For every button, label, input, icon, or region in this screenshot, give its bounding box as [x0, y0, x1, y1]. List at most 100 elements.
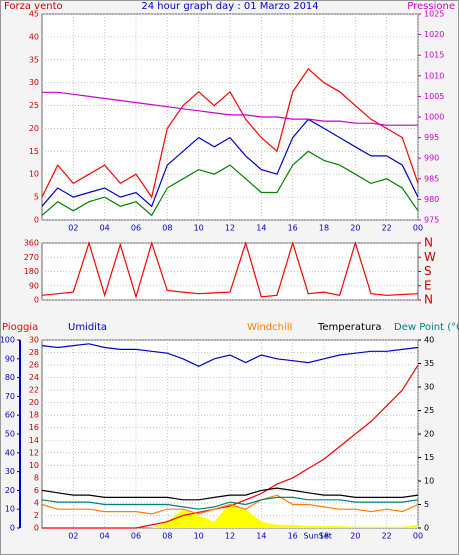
- y-tick-label: 10: [29, 461, 39, 470]
- y-tick-label: 8: [34, 473, 39, 482]
- legend-entry: Windchill: [247, 322, 292, 333]
- y2-tick-label: 985: [424, 174, 439, 183]
- x-tick-label: 14: [256, 532, 266, 541]
- series-line: [41, 118, 419, 208]
- y-tick-label: 2: [34, 511, 39, 520]
- y2-tick-label: 35: [424, 359, 434, 368]
- y3-tick-label: 50: [5, 430, 15, 439]
- y2-tick-label: 1010: [424, 71, 444, 80]
- y2-tick-label: 1025: [424, 10, 444, 19]
- x-tick-label: 00: [413, 224, 423, 233]
- title: 24 hour graph day : 01 Marzo 2014: [141, 1, 318, 12]
- y3-tick-label: 80: [5, 373, 15, 382]
- y-tick-label: 20: [29, 124, 39, 133]
- y-tick-label: 0: [34, 216, 39, 225]
- x-tick-label: 22: [382, 532, 392, 541]
- y-tick-label: 40: [29, 32, 39, 41]
- y2-tick-label: 30: [424, 383, 434, 392]
- x-tick-label: 08: [162, 532, 172, 541]
- y2-tick-label: 0: [424, 524, 429, 533]
- y2-tick-label: N: [424, 293, 433, 307]
- x-tick-label: 06: [131, 224, 141, 233]
- y-tick-label: 6: [34, 486, 39, 495]
- y2-tick-label: 980: [424, 195, 439, 204]
- y-tick-label: 45: [29, 10, 39, 19]
- y2-tick-label: 5: [424, 500, 429, 509]
- y2-tick-label: 15: [424, 453, 434, 462]
- x-tick-label: 00: [413, 532, 423, 541]
- y-tick-label: 10: [29, 170, 39, 179]
- series-line: [41, 150, 419, 217]
- y3-tick-label: 10: [5, 505, 15, 514]
- series-line: [42, 364, 419, 529]
- y3-tick-label: 100: [0, 336, 15, 345]
- y2-tick-label: 1005: [424, 92, 444, 101]
- y-tick-label: 180: [24, 267, 39, 276]
- x-tick-label: 10: [194, 224, 204, 233]
- legend-entry: Pioggia: [2, 322, 38, 333]
- x-tick-label: 04: [100, 532, 110, 541]
- x-tick-label: 10: [194, 532, 204, 541]
- series-line: [41, 496, 419, 510]
- series-line: [41, 494, 419, 515]
- y2-tick-label: W: [424, 250, 436, 264]
- x-tick-label: 14: [256, 224, 266, 233]
- y-tick-label: 5: [34, 193, 39, 202]
- y2-tick-label: N: [424, 236, 433, 250]
- y2-tick-label: 20: [424, 430, 434, 439]
- x-tick-label: 20: [350, 224, 360, 233]
- y3-tick-label: 40: [5, 448, 15, 457]
- series-line: [41, 487, 419, 501]
- y-tick-label: 360: [24, 239, 39, 248]
- y2-tick-label: 975: [424, 216, 439, 225]
- y-tick-label: 270: [24, 253, 39, 262]
- x-tick-label: 02: [68, 224, 78, 233]
- y3-tick-label: 90: [5, 354, 15, 363]
- y2-tick-label: 40: [424, 336, 434, 345]
- y-tick-label: 0: [34, 296, 39, 305]
- x-tick-label: 18: [319, 224, 329, 233]
- x-tick-label: 08: [162, 224, 172, 233]
- y-label: Forza vento: [4, 1, 63, 12]
- series-line: [41, 240, 419, 299]
- y-tick-label: 30: [29, 336, 39, 345]
- y2-label: Pressione: [407, 1, 455, 12]
- y3-tick-label: 70: [5, 392, 15, 401]
- x-tick-label: 18: [319, 532, 329, 541]
- y2-tick-label: 1015: [424, 51, 444, 60]
- series-line: [41, 68, 419, 199]
- annotation: SunSet: [304, 532, 332, 541]
- y-tick-label: 22: [29, 386, 39, 395]
- x-tick-label: 12: [225, 532, 235, 541]
- y2-tick-label: S: [424, 264, 432, 278]
- plot-area-2: [41, 242, 419, 301]
- series-line: [42, 91, 418, 126]
- series-area: [42, 502, 418, 528]
- x-tick-label: 16: [288, 532, 298, 541]
- legend-entry: Dew Point (°C: [394, 322, 459, 333]
- x-tick-label: 16: [288, 224, 298, 233]
- y-tick-label: 26: [29, 361, 39, 370]
- y-tick-label: 35: [29, 55, 39, 64]
- legend-entry: Temperatura: [317, 322, 382, 333]
- y-tick-label: 12: [29, 448, 39, 457]
- x-tick-label: 06: [131, 532, 141, 541]
- x-tick-label: 22: [382, 224, 392, 233]
- y2-tick-label: 25: [424, 406, 434, 415]
- x-tick-label: 02: [68, 532, 78, 541]
- y3-tick-label: 30: [5, 467, 15, 476]
- y-tick-label: 18: [29, 411, 39, 420]
- y2-tick-label: 1000: [424, 113, 444, 122]
- y-tick-label: 25: [29, 101, 39, 110]
- y-tick-label: 20: [29, 398, 39, 407]
- y3-tick-label: 0: [10, 524, 15, 533]
- y2-tick-label: 10: [424, 477, 434, 486]
- y3-tick-label: 20: [5, 486, 15, 495]
- y2-tick-label: 1020: [424, 30, 444, 39]
- legend-entry: Umidita: [68, 322, 107, 333]
- y2-tick-label: 990: [424, 154, 439, 163]
- x-tick-label: 20: [350, 532, 360, 541]
- y-tick-label: 28: [29, 348, 39, 357]
- y2-tick-label: E: [424, 278, 432, 292]
